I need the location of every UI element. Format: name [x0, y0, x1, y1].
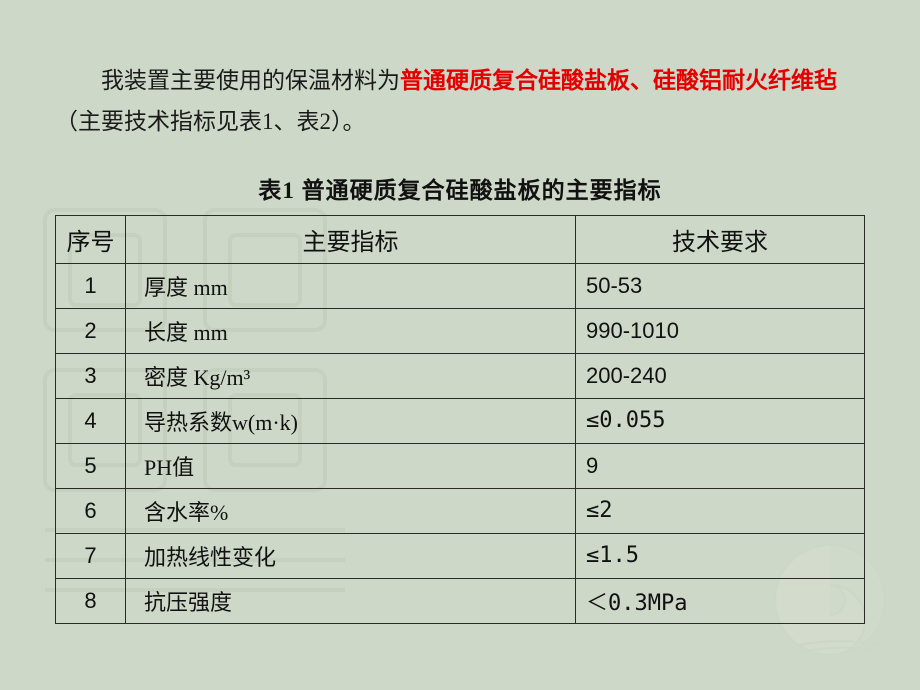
cell-metric: 加热线性变化	[126, 533, 576, 578]
table-row: 3 密度 Kg/m³ 200-240	[56, 353, 865, 398]
intro-highlight: 普通硬质复合硅酸盐板、硅酸铝耐火纤维毡	[400, 68, 837, 93]
cell-req: 50-53	[576, 263, 865, 308]
intro-paragraph: 我装置主要使用的保温材料为普通硬质复合硅酸盐板、硅酸铝耐火纤维毡 （主要技术指标见…	[55, 60, 865, 143]
table-row: 2 长度 mm 990-1010	[56, 308, 865, 353]
cell-idx: 4	[56, 398, 126, 443]
table-row: 5 PH值 9	[56, 443, 865, 488]
table-body: 1 厚度 mm 50-53 2 长度 mm 990-1010 3 密度 Kg/m…	[56, 263, 865, 623]
table-row: 1 厚度 mm 50-53	[56, 263, 865, 308]
table-row: 6 含水率% ≤2	[56, 488, 865, 533]
cell-metric: 厚度 mm	[126, 263, 576, 308]
table-header-row: 序号 主要指标 技术要求	[56, 215, 865, 263]
cell-metric: 抗压强度	[126, 578, 576, 623]
th-metric: 主要指标	[126, 215, 576, 263]
table-row: 7 加热线性变化 ≤1.5	[56, 533, 865, 578]
cell-idx: 2	[56, 308, 126, 353]
cell-req: 9	[576, 443, 865, 488]
cell-idx: 1	[56, 263, 126, 308]
cell-req: ≤0.055	[576, 398, 865, 443]
cell-idx: 5	[56, 443, 126, 488]
cell-idx: 8	[56, 578, 126, 623]
cell-idx: 3	[56, 353, 126, 398]
cell-req: 200-240	[576, 353, 865, 398]
cell-metric: 密度 Kg/m³	[126, 353, 576, 398]
cell-metric: PH值	[126, 443, 576, 488]
cell-metric: 长度 mm	[126, 308, 576, 353]
cell-req: 990-1010	[576, 308, 865, 353]
table-caption: 表1 普通硬质复合硅酸盐板的主要指标	[55, 171, 865, 205]
th-idx: 序号	[56, 215, 126, 263]
cell-metric: 含水率%	[126, 488, 576, 533]
cell-idx: 6	[56, 488, 126, 533]
cell-metric: 导热系数w(m·k)	[126, 398, 576, 443]
th-req: 技术要求	[576, 215, 865, 263]
slide-content: 我装置主要使用的保温材料为普通硬质复合硅酸盐板、硅酸铝耐火纤维毡 （主要技术指标见…	[0, 0, 920, 624]
table-row: 4 导热系数w(m·k) ≤0.055	[56, 398, 865, 443]
cell-req: ≤2	[576, 488, 865, 533]
intro-prefix: 我装置主要使用的保温材料为	[101, 68, 400, 93]
spec-table: 序号 主要指标 技术要求 1 厚度 mm 50-53 2 长度 mm 990-1…	[55, 215, 865, 624]
cell-req: ＜0.3MPa	[576, 578, 865, 623]
intro-suffix: （主要技术指标见表1、表2）。	[55, 109, 366, 134]
cell-req: ≤1.5	[576, 533, 865, 578]
cell-idx: 7	[56, 533, 126, 578]
table-row: 8 抗压强度 ＜0.3MPa	[56, 578, 865, 623]
